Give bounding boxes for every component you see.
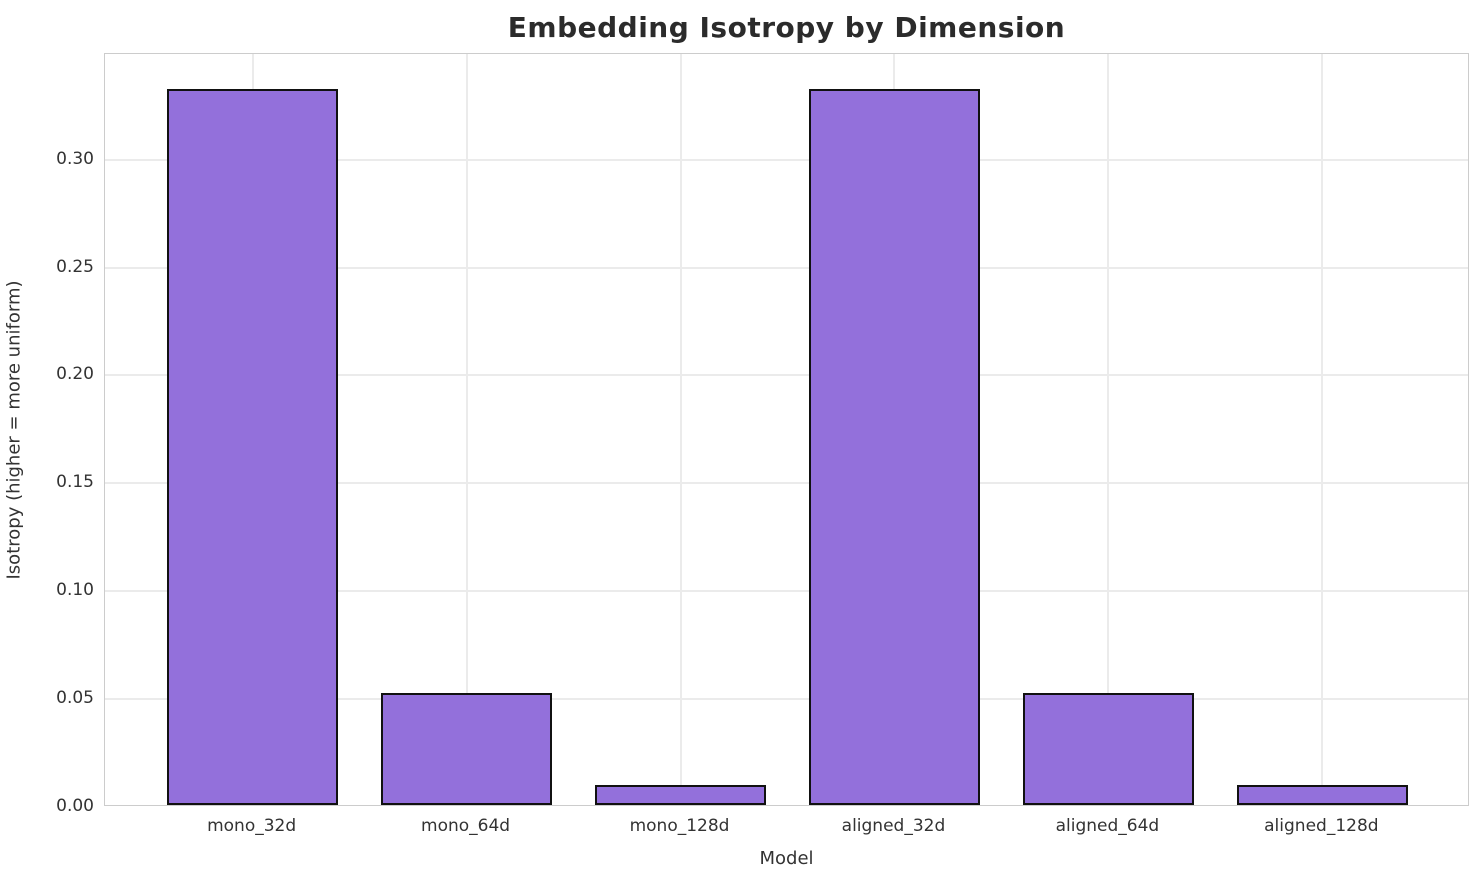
x-tick-label: aligned_32d <box>841 816 946 836</box>
h-gridline <box>105 374 1468 377</box>
x-tick-label: aligned_64d <box>1055 816 1160 836</box>
y-tick-label: 0.00 <box>56 796 94 816</box>
y-tick-label: 0.30 <box>56 148 94 169</box>
h-gridline <box>105 590 1468 593</box>
bar-aligned_32d <box>808 88 981 805</box>
x-tick-label: mono_32d <box>207 816 297 836</box>
y-tick-label: 0.05 <box>56 688 94 709</box>
v-gridline <box>679 54 682 805</box>
y-tick-label: 0.25 <box>56 256 94 277</box>
x-tick-label: aligned_128d <box>1264 816 1379 836</box>
h-gridline <box>105 266 1468 269</box>
bar-mono_128d <box>594 784 767 805</box>
y-axis-label: Isotropy (higher = more uniform) <box>3 280 25 580</box>
x-axis-label: Model <box>759 848 814 869</box>
plot-area <box>104 53 1469 806</box>
h-gridline <box>105 158 1468 161</box>
y-tick-label: 0.10 <box>56 580 94 601</box>
v-gridline <box>1321 54 1324 805</box>
v-gridline <box>465 54 468 805</box>
bar-mono_64d <box>380 692 553 805</box>
y-tick-label: 0.20 <box>56 364 94 385</box>
x-tick-label: mono_64d <box>421 816 511 836</box>
bar-mono_32d <box>167 88 339 805</box>
chart-title: Embedding Isotropy by Dimension <box>507 11 1066 44</box>
bar-aligned_128d <box>1236 784 1408 805</box>
bar-aligned_64d <box>1022 692 1194 805</box>
x-tick-label: mono_128d <box>629 816 730 836</box>
y-tick-label: 0.15 <box>56 472 94 493</box>
h-gridline <box>105 698 1468 701</box>
h-gridline <box>105 482 1468 485</box>
v-gridline <box>1107 54 1110 805</box>
